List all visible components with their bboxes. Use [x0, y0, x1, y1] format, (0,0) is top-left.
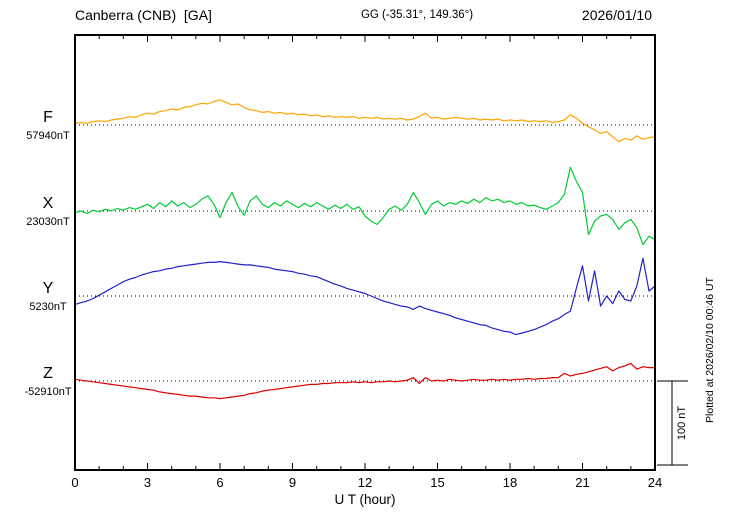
- scale-bar-label: 100 nT: [676, 406, 688, 441]
- series-baseline-value-Y: 5230nT: [29, 301, 67, 313]
- x-tick-label: 6: [216, 475, 223, 490]
- x-tick-label: 15: [430, 475, 444, 490]
- series-trace-X: [74, 166, 656, 246]
- x-tick-label: 18: [503, 475, 517, 490]
- x-tick-label: 3: [144, 475, 151, 490]
- series-letter-F: F: [43, 109, 53, 126]
- x-tick-label: 12: [358, 475, 372, 490]
- x-axis-title: U T (hour): [334, 492, 395, 507]
- series-letter-X: X: [43, 195, 54, 212]
- series-letter-Y: Y: [43, 280, 54, 297]
- plotted-at-note: Plotted at 2026/02/10 00:46 UT: [704, 276, 716, 423]
- x-tick-label: 9: [289, 475, 296, 490]
- series-letter-Z: Z: [43, 365, 53, 382]
- x-tick-label: 21: [575, 475, 589, 490]
- plot-date: 2026/01/10: [581, 7, 652, 23]
- plot-frame: [74, 34, 656, 471]
- series-baseline-value-F: 57940nT: [26, 130, 70, 142]
- geographic-coords: GG (-35.31°, 149.36°): [360, 9, 474, 21]
- x-tick-label: 24: [648, 475, 662, 490]
- x-tick-label: 0: [71, 475, 78, 490]
- series-baseline-value-X: 23030nT: [26, 216, 70, 228]
- series-trace-Z: [74, 362, 656, 400]
- station-title: Canberra (CNB) [GA]: [75, 7, 212, 23]
- series-baseline-value-Z: -52910nT: [24, 386, 71, 398]
- series-trace-F: [74, 99, 656, 143]
- series-trace-Y: [74, 257, 656, 336]
